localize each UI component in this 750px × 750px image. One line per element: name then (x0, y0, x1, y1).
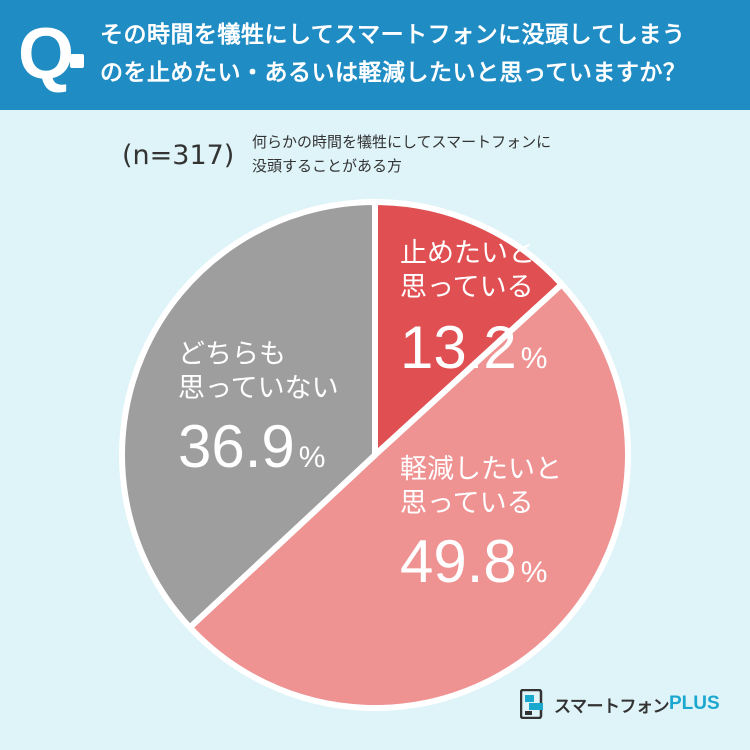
logo-text: スマートフォン (554, 696, 670, 717)
slice-unit-1: % (521, 342, 548, 375)
slice-label-1-line-1: 止めたいと (400, 238, 535, 269)
slice-label-3-line-1: どちらも (178, 339, 286, 370)
question-header: Q その時間を犠牲にしてスマートフォンに没頭してしまう のを止めたい・あるいは軽… (0, 0, 750, 110)
q-dot (70, 54, 84, 68)
question-line-1: その時間を犠牲にしてスマートフォンに没頭してしまう (100, 22, 686, 48)
logo-plus: PLUS (669, 693, 720, 714)
question-text: その時間を犠牲にしてスマートフォンに没頭してしまう のを止めたい・あるいは軽減し… (100, 16, 740, 92)
pie-slice-1 (372, 199, 565, 458)
brand-logo-icon (520, 689, 543, 719)
slice-label-2-line-1: 軽減したいと (400, 454, 562, 485)
pie-slice-3 (119, 199, 378, 631)
slice-unit-3: % (299, 441, 326, 474)
q-mark: Q (18, 14, 75, 94)
question-line-2: のを止めたい・あるいは軽減したいと思っていますか？ (100, 60, 687, 86)
slice-label-2-line-2: 思っている (400, 488, 534, 519)
subject-line-1: 何らかの時間を犠牲にしてスマートフォンに (252, 133, 552, 151)
sample-size-label: (n=317) (122, 140, 235, 171)
slice-label-1-line-2: 思っている (400, 272, 534, 303)
slice-label-3-line-2: 思っていない (178, 373, 339, 404)
survey-subject: 何らかの時間を犠牲にしてスマートフォンに 没頭することがある方 (252, 130, 672, 178)
pie-slice-2 (186, 281, 631, 711)
brand-logo: スマートフォン PLUS (520, 686, 720, 722)
subject-line-2: 没頭することがある方 (252, 157, 403, 175)
slice-unit-2: % (521, 556, 548, 589)
slice-value-2: 49.8% (400, 528, 547, 595)
